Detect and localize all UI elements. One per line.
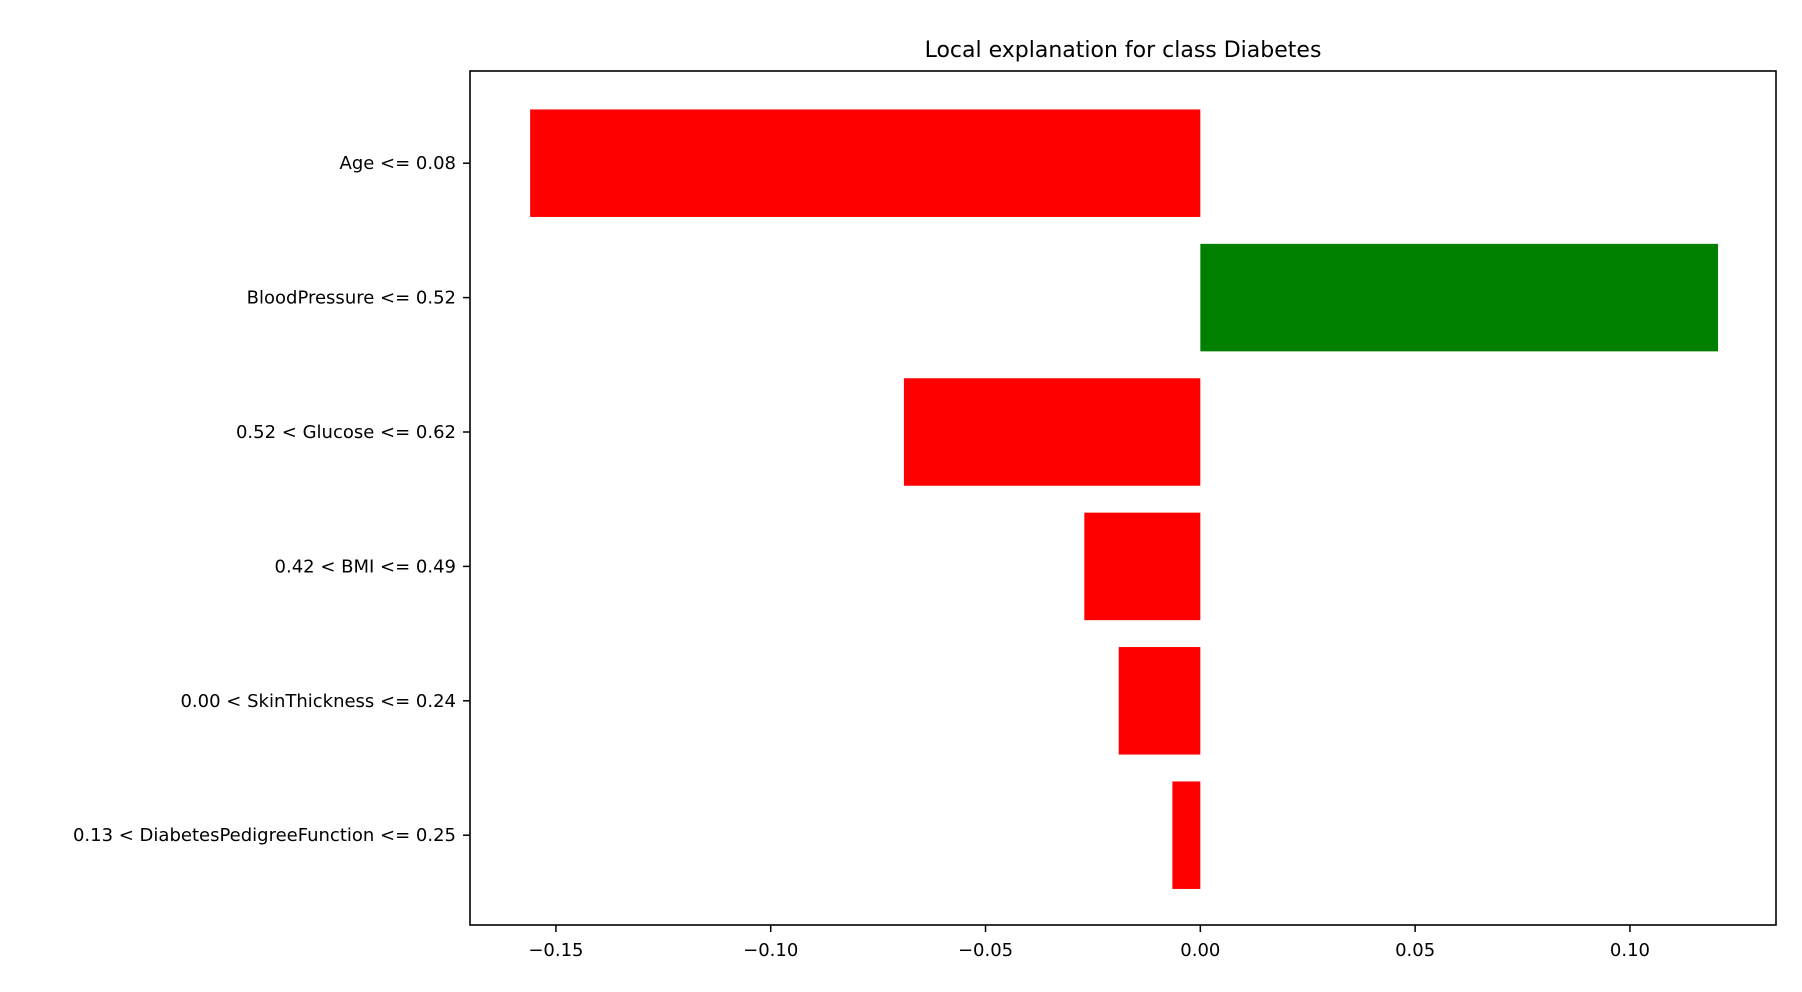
x-axis-ticks: −0.15 −0.10 −0.05 0.00 0.05 0.10 — [528, 925, 1650, 961]
x-tick-label-2: −0.05 — [958, 940, 1013, 961]
chart-title: Local explanation for class Diabetes — [925, 38, 1322, 63]
y-tick-label-2: 0.52 < Glucose <= 0.62 — [236, 422, 456, 443]
bars-group — [530, 109, 1719, 889]
bar-5 — [1172, 781, 1201, 889]
x-tick-label-5: 0.10 — [1610, 940, 1650, 961]
bar-1 — [1200, 243, 1719, 352]
x-tick-label-1: −0.10 — [743, 940, 798, 961]
x-tick-label-0: −0.15 — [528, 940, 583, 961]
bar-2 — [903, 378, 1201, 486]
x-tick-label-3: 0.00 — [1180, 940, 1220, 961]
y-axis-ticks: Age <= 0.08 BloodPressure <= 0.52 0.52 < G… — [73, 153, 470, 846]
bar-4 — [1118, 647, 1201, 755]
y-tick-label-5: 0.13 < DiabetesPedigreeFunction <= 0.25 — [73, 825, 456, 846]
bar-3 — [1084, 512, 1201, 621]
bar-0 — [530, 109, 1201, 217]
y-tick-label-4: 0.00 < SkinThickness <= 0.24 — [180, 691, 456, 712]
y-tick-label-1: BloodPressure <= 0.52 — [247, 288, 456, 309]
plot-area-frame — [469, 70, 1777, 926]
y-tick-label-3: 0.42 < BMI <= 0.49 — [275, 556, 456, 577]
y-tick-label-0: Age <= 0.08 — [340, 153, 457, 174]
x-tick-label-4: 0.05 — [1395, 940, 1435, 961]
